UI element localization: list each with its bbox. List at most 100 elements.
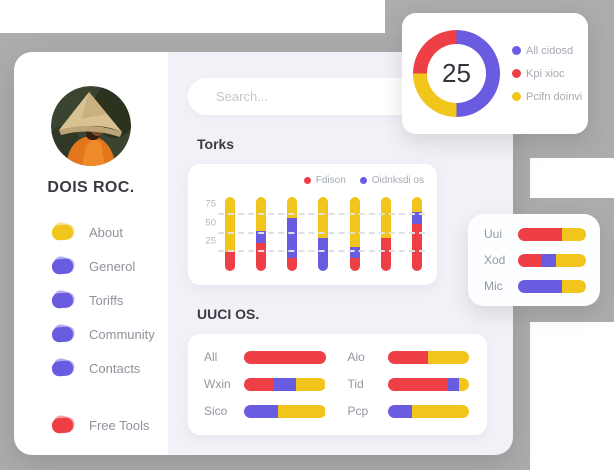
bar-segment xyxy=(287,217,298,259)
avatar-photo xyxy=(51,86,131,166)
mini-panel-card: Uui Xod Mic xyxy=(468,214,600,306)
bar-segment xyxy=(459,377,469,391)
legend-item-fdison: Fdison xyxy=(303,175,346,186)
sidebar-item-toriffs[interactable]: Toriffs xyxy=(51,288,168,309)
stat-row-label: All xyxy=(204,350,218,364)
torks-bar-7 xyxy=(411,196,422,271)
sidebar-item-about[interactable]: About xyxy=(51,220,168,241)
stat-row-xod: Xod xyxy=(484,253,586,267)
bar-segment xyxy=(518,279,563,293)
bar-segment xyxy=(556,253,586,267)
bar-segment xyxy=(225,196,235,253)
legend-item-oidnksdi-os: Oidnksdi os xyxy=(359,175,424,186)
community-icon xyxy=(51,322,76,343)
bar-segment xyxy=(380,196,391,238)
sidebar-item-contacts[interactable]: Contacts xyxy=(51,356,168,377)
bar-segment xyxy=(296,377,326,391)
torks-bar-4 xyxy=(318,196,329,271)
y-tick-label: 50 xyxy=(205,217,216,229)
sidebar: DOIS ROC. About Generol Toriffs Community Co… xyxy=(14,52,168,455)
torks-bar-1 xyxy=(225,196,235,271)
sidebar-item-label: Contacts xyxy=(89,361,141,376)
torks-bar-6 xyxy=(380,196,391,271)
avatar[interactable] xyxy=(51,86,131,166)
bar-segment xyxy=(256,242,267,271)
sidebar-item-label: Toriffs xyxy=(89,293,124,308)
legend-label: Kpi xioc xyxy=(526,67,565,80)
stat-row-bar xyxy=(518,253,586,267)
sidebar-menu: About Generol Toriffs Community Contacts xyxy=(14,220,168,377)
stat-row-label: Sico xyxy=(204,404,228,418)
donut-chart: 25 xyxy=(413,30,500,117)
bar-segment xyxy=(411,404,469,418)
profile-name: DOIS ROC. xyxy=(47,179,135,196)
stat-row-label: Wxin xyxy=(204,377,231,391)
bar-segment xyxy=(562,279,586,293)
stat-row-bar xyxy=(387,350,469,364)
stat-row-bar xyxy=(244,404,326,418)
donut-card: 25 All cidosd Kpi xioc Pcifn doinvi xyxy=(402,13,588,134)
sidebar-item-free-tools[interactable]: Free Tools xyxy=(51,413,168,434)
bar-segment xyxy=(541,253,557,267)
legend-label: Pcifn doinvi xyxy=(526,90,583,103)
donut-legend: All cidosd Kpi xioc Pcifn doinvi xyxy=(512,45,582,103)
torks-bar-3 xyxy=(287,196,298,271)
stat-row-wxin: Wxin xyxy=(204,377,326,391)
stat-row-pcp: Pcp xyxy=(348,404,470,418)
torks-chart-card: Fdison Oidnksdi os 75 50 25 xyxy=(188,164,437,285)
sidebar-item-generol[interactable]: Generol xyxy=(51,254,168,275)
stat-row-mic: Mic xyxy=(484,279,586,293)
bar-segment xyxy=(349,258,360,271)
legend-dot-icon xyxy=(303,177,311,184)
stat-row-label: Pcp xyxy=(347,404,369,418)
bar-segment xyxy=(562,227,586,241)
bar-segment xyxy=(518,253,542,267)
toriffs-icon xyxy=(51,288,76,309)
legend-label: Fdison xyxy=(315,175,346,186)
legend-dot-icon xyxy=(359,177,367,184)
torks-section-title: Torks xyxy=(197,136,235,152)
uuci-section-title: UUCI OS. xyxy=(197,306,260,322)
sidebar-item-label: Free Tools xyxy=(89,418,150,433)
torks-legend: Fdison Oidnksdi os xyxy=(303,175,424,186)
bar-segment xyxy=(349,246,360,259)
sidebar-item-community[interactable]: Community xyxy=(51,322,168,343)
stat-row-label: Aio xyxy=(347,350,365,364)
contacts-icon xyxy=(51,356,76,377)
gridline-25 xyxy=(218,250,425,253)
donut-value: 25 xyxy=(427,44,486,103)
stat-row-label: Xod xyxy=(484,253,506,267)
legend-dot-icon xyxy=(512,46,521,55)
sidebar-item-label: Community xyxy=(89,327,155,342)
sidebar-item-label: About xyxy=(89,225,123,240)
bar-segment xyxy=(387,404,412,418)
bar-segment xyxy=(278,404,326,418)
legend-item-kpi-xioc: Kpi xioc xyxy=(512,68,582,80)
bar-segment xyxy=(287,196,298,218)
legend-item-all-cidosd: All cidosd xyxy=(512,45,582,57)
legend-dot-icon xyxy=(512,92,521,101)
bar-segment xyxy=(274,377,297,391)
bar-segment xyxy=(387,377,448,391)
stat-row-label: Tid xyxy=(347,377,364,391)
generol-icon xyxy=(51,254,76,275)
main-card: DOIS ROC. About Generol Toriffs Community Co… xyxy=(14,52,513,455)
bar-segment xyxy=(518,227,563,241)
gridline-50 xyxy=(218,231,425,234)
bar-segment xyxy=(244,377,275,391)
uuci-column-1: All Wxin Sico xyxy=(204,350,326,418)
bar-segment xyxy=(318,237,329,271)
about-icon xyxy=(51,220,76,241)
bar-segment xyxy=(428,350,469,364)
stat-row-bar xyxy=(387,377,470,391)
bar-segment xyxy=(387,350,429,364)
stat-row-bar xyxy=(387,404,470,418)
sidebar-footer: Free Tools xyxy=(14,413,168,434)
bar-segment xyxy=(318,196,329,238)
stat-row-tid: Tid xyxy=(348,377,470,391)
bar-segment xyxy=(225,252,235,271)
bar-segment xyxy=(447,377,460,391)
stat-row-bar xyxy=(244,350,326,364)
legend-item-pcifn-doinvi: Pcifn doinvi xyxy=(512,91,582,103)
torks-plot: 75 50 25 xyxy=(205,193,425,271)
